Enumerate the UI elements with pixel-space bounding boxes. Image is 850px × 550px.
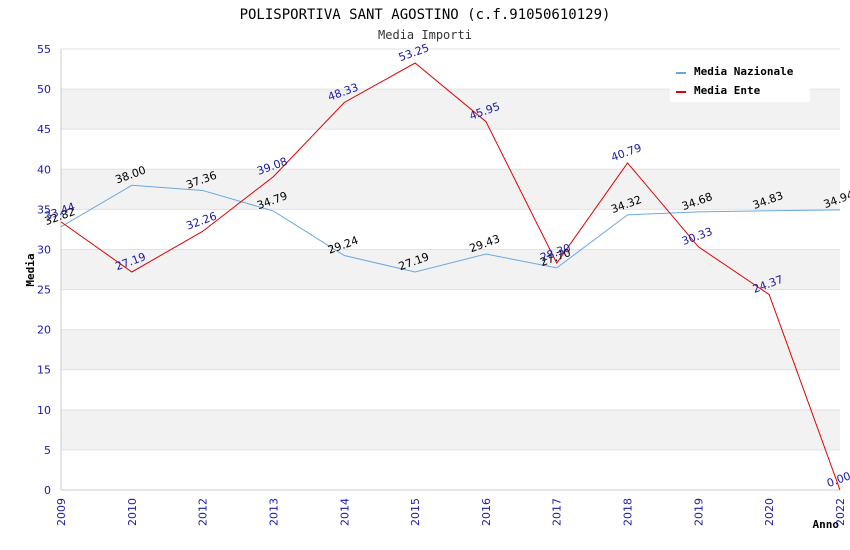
legend: Media Nazionale Media Ente — [670, 58, 810, 102]
series-line-1 — [60, 62, 841, 491]
y-tick-labels: 0 5 10 15 20 25 30 35 40 45 50 55 — [37, 43, 51, 497]
x-axis-title: Anno — [813, 518, 840, 531]
y-tick-label: 10 — [37, 404, 51, 417]
y-tick-label: 45 — [37, 123, 51, 136]
x-tick-label: 2019 — [692, 498, 705, 526]
x-tick-label: 2020 — [763, 498, 776, 526]
grid-band — [61, 249, 840, 290]
y-tick-label: 15 — [37, 364, 51, 377]
data-label: 0.00 — [825, 469, 850, 490]
series-layer — [60, 62, 841, 491]
y-axis-title: Media — [24, 253, 37, 286]
y-tick-label: 25 — [37, 284, 51, 297]
y-tick-label: 55 — [37, 43, 51, 56]
x-tick-label: 2022 — [834, 498, 847, 526]
x-tick-label: 2010 — [126, 498, 139, 526]
grid-band — [61, 329, 840, 370]
data-label: 32.26 — [184, 210, 218, 233]
data-label: 30.33 — [680, 225, 714, 248]
legend-label-ente: Media Ente — [694, 84, 761, 97]
series-line-0 — [60, 184, 841, 273]
x-tick-label: 2013 — [267, 498, 280, 526]
x-tick-label: 2014 — [338, 498, 351, 526]
x-tick-label: 2009 — [55, 498, 68, 526]
chart-title: POLISPORTIVA SANT AGOSTINO (c.f.91050610… — [240, 7, 611, 23]
y-tick-label: 5 — [44, 444, 51, 457]
y-tick-label: 50 — [37, 83, 51, 96]
y-tick-label: 35 — [37, 203, 51, 216]
data-label: 53.25 — [397, 41, 431, 64]
grid-bands — [61, 89, 840, 450]
grid-band — [61, 169, 840, 210]
x-tick-label: 2018 — [622, 498, 635, 526]
x-tick-labels: 2009 2010 2012 2013 2014 2015 2016 2017 2018 2019… — [55, 498, 847, 526]
x-tick-label: 2015 — [409, 498, 422, 526]
x-tick-label: 2016 — [480, 498, 493, 526]
legend-box — [670, 58, 810, 102]
data-label: 40.79 — [609, 141, 643, 164]
grid-band — [61, 409, 840, 450]
x-tick-label: 2012 — [197, 498, 210, 526]
y-tick-label: 20 — [37, 324, 51, 337]
y-tick-label: 40 — [37, 163, 51, 176]
y-tick-label: 30 — [37, 243, 51, 256]
chart-subtitle: Media Importi — [378, 28, 472, 42]
x-tick-label: 2017 — [551, 498, 564, 526]
y-tick-label: 0 — [44, 484, 51, 497]
legend-label-nazionale: Media Nazionale — [694, 65, 794, 78]
